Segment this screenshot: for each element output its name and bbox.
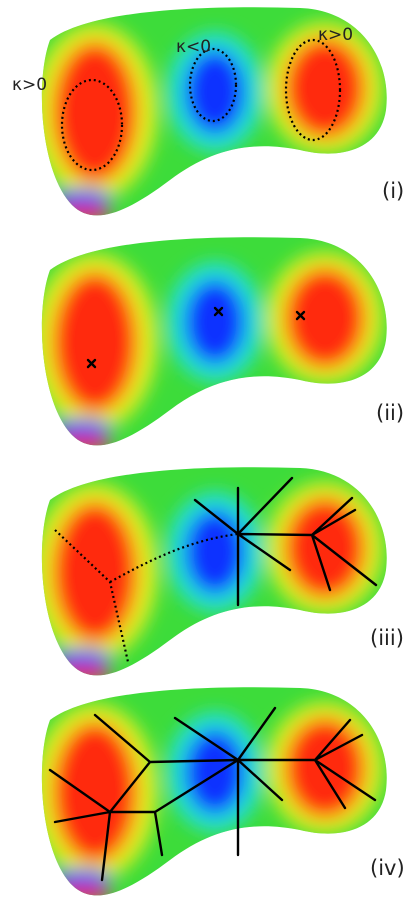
surface-iii [0,460,412,700]
panel-label: (iv) [370,856,405,880]
surface-iv [0,680,412,900]
curvature-label: κ>0 [12,75,47,95]
panel-label: (i) [382,179,404,203]
curvature-label: κ<0 [176,37,211,57]
surface-ii [0,230,412,470]
panel-label: (iii) [370,626,404,650]
figure: κ>0 κ<0 κ>0 (i) (ii) (iii) (iv) [0,0,412,900]
panel-label: (ii) [376,401,404,425]
curvature-label: κ>0 [318,25,353,45]
